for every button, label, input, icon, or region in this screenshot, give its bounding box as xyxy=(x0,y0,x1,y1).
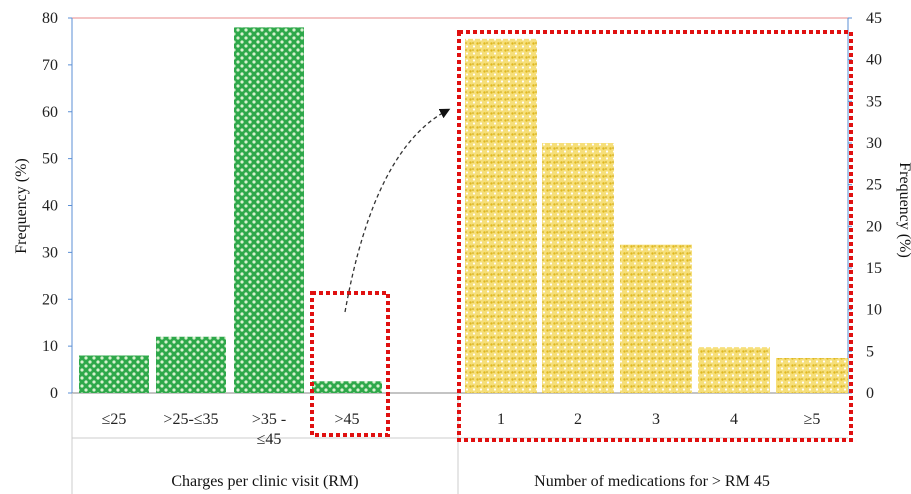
left-bar xyxy=(79,355,149,393)
left-y-tick-label: 60 xyxy=(42,104,58,121)
left-x-tick-label: >45 xyxy=(334,411,359,428)
right-bar xyxy=(776,358,848,393)
right-x-tick-label: 3 xyxy=(652,411,660,428)
right-y-tick-label: 5 xyxy=(866,343,874,360)
right-y-tick-label: 15 xyxy=(866,260,882,277)
right-x-axis-title: Number of medications for > RM 45 xyxy=(534,473,770,490)
left-y-tick-label: 40 xyxy=(42,198,58,215)
left-y-tick-label: 20 xyxy=(42,291,58,308)
right-y-tick-label: 35 xyxy=(866,93,882,110)
right-y-tick-label: 45 xyxy=(866,10,882,27)
left-y-tick-label: 70 xyxy=(42,57,58,74)
right-bar xyxy=(698,347,770,393)
right-y-tick-label: 20 xyxy=(866,218,882,235)
left-x-ticks: ≤25 >25-≤35 >35 -≤45 >45 xyxy=(102,411,360,448)
left-y-ticks: 0 10 20 30 40 50 60 70 80 xyxy=(42,10,72,402)
left-y-tick-label: 80 xyxy=(42,10,58,27)
left-bar xyxy=(156,336,226,393)
left-x-tick-label: ≤25 xyxy=(102,411,127,428)
left-y-axis-title: Frequency (%) xyxy=(13,158,30,254)
connector-arrow xyxy=(344,108,451,313)
right-x-ticks: 1 2 3 4 ≥5 xyxy=(497,411,820,428)
left-y-tick-label: 50 xyxy=(42,151,58,168)
left-bar xyxy=(234,27,304,393)
right-y-tick-label: 0 xyxy=(866,385,874,402)
left-bars xyxy=(79,27,382,393)
left-x-axis-title: Charges per clinic visit (RM) xyxy=(171,473,358,490)
right-x-tick-label: 1 xyxy=(497,411,505,428)
left-x-tick-label: >35 -≤45 xyxy=(252,411,286,448)
highlight-box-small xyxy=(310,291,390,437)
right-y-tick-label: 40 xyxy=(866,52,882,69)
left-y-tick-label: 10 xyxy=(42,338,58,355)
right-bar xyxy=(465,38,537,393)
right-x-tick-label: 4 xyxy=(730,411,738,428)
left-y-tick-label: 0 xyxy=(50,385,58,402)
left-y-tick-label: 30 xyxy=(42,244,58,261)
right-y-tick-label: 10 xyxy=(866,302,882,319)
right-y-tick-label: 25 xyxy=(866,177,882,194)
right-y-tick-label: 30 xyxy=(866,135,882,152)
left-x-tick-label: >25-≤35 xyxy=(163,411,218,428)
right-x-tick-label: 2 xyxy=(574,411,582,428)
right-x-tick-label: ≥5 xyxy=(804,411,821,428)
right-bars xyxy=(465,38,848,393)
right-y-ticks: 0 5 10 15 20 25 30 35 40 45 xyxy=(848,10,882,402)
right-bar xyxy=(620,244,692,393)
left-bar xyxy=(312,381,382,393)
right-y-axis-title: Frequency (%) xyxy=(896,162,911,258)
highlight-box-large xyxy=(457,30,853,442)
right-bar xyxy=(542,143,614,393)
